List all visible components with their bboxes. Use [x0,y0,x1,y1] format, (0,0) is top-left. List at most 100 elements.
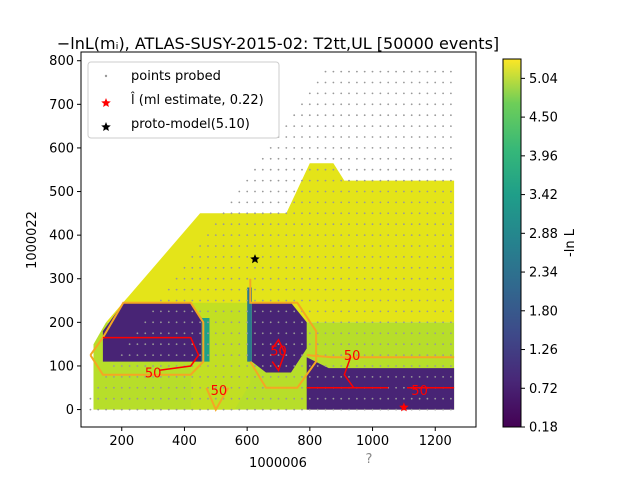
probed-point [324,321,327,324]
probed-point [183,408,186,411]
probed-point [199,266,202,269]
probed-point [434,70,437,73]
probed-point [261,256,264,258]
ml-estimate-star [399,402,409,412]
probed-point [199,277,202,280]
probed-point [167,354,170,356]
probed-point [238,310,241,313]
probed-point [246,332,249,335]
probed-point [316,223,319,226]
probed-point [199,397,202,400]
probed-point [426,256,429,258]
probed-point [403,288,405,291]
probed-point [379,168,382,171]
probed-point [222,256,225,258]
probed-point [254,179,256,182]
probed-point [207,321,209,324]
probed-point [316,365,319,367]
probed-point [214,397,217,400]
probed-point [175,376,178,378]
probed-point [450,408,452,411]
probed-point [97,386,100,389]
probed-point [410,70,413,73]
probed-point [261,310,264,313]
probed-point [175,288,178,291]
probed-point [324,266,327,269]
probed-point [363,332,366,335]
probed-point [160,310,162,313]
colorbar-tick-label: 3.96 [529,149,558,164]
probed-point [418,299,421,302]
probed-point [442,343,444,346]
probed-point [379,376,382,378]
probed-point [426,103,429,106]
contour-orange-4 [306,354,455,359]
probed-point [363,103,366,106]
probed-point [387,92,390,95]
probed-point [332,125,335,127]
probed-point [254,277,256,280]
probed-point [277,190,280,193]
probed-point [426,299,429,302]
probed-point [191,299,194,302]
probed-point [356,168,358,171]
probed-point [301,125,303,127]
probed-point [442,147,444,149]
probed-point [356,277,358,280]
legend-marker-star [101,98,111,107]
probed-point [403,354,405,356]
probed-point [269,256,272,258]
probed-point [450,147,452,149]
probed-point [340,266,343,269]
probed-point [442,81,444,84]
probed-point [128,386,131,389]
probed-point [340,179,343,182]
probed-point [403,92,405,95]
probed-point [434,223,437,226]
probed-point [246,277,249,280]
colorbar: -ln L 0.18 0.72 1.26 1.80 2.34 2.88 3.42 3.96 4.… [502,58,578,436]
probed-point [214,310,217,313]
probed-point [403,190,405,193]
probed-point [356,190,358,193]
probed-point [418,103,421,106]
y-tick-label: 800 [49,54,74,69]
probed-point [199,376,202,378]
contour-label-3: 50 [270,345,287,360]
probed-point [324,147,327,149]
probed-point [277,408,280,411]
probed-point [418,190,421,193]
probed-point [371,256,374,258]
probed-point [418,92,421,95]
probed-point [403,81,405,84]
probed-point [434,81,437,84]
probed-point [167,310,170,313]
probed-point [434,408,437,411]
probed-point [316,157,319,160]
probed-point [426,310,429,313]
probed-point [410,354,413,356]
probed-point [450,277,452,280]
probed-point [403,157,405,160]
probed-point [450,223,452,226]
probed-point [285,234,288,237]
probed-point [128,397,131,400]
probed-point [450,190,452,193]
probed-point [387,245,390,247]
x-tick-label: 1000 [356,434,389,449]
probed-point [387,103,390,106]
probed-point [191,321,194,324]
probed-point [191,256,194,258]
probed-point [371,343,374,346]
probed-point [434,354,437,356]
probed-point [395,277,397,280]
probed-point [410,168,413,171]
probed-point [316,136,319,138]
probed-point [120,397,123,400]
probed-point [214,354,217,356]
y-tick-label: 600 [49,141,74,156]
probed-point [230,245,233,247]
probed-point [403,125,405,127]
probed-point [363,245,366,247]
probed-point [348,310,350,313]
